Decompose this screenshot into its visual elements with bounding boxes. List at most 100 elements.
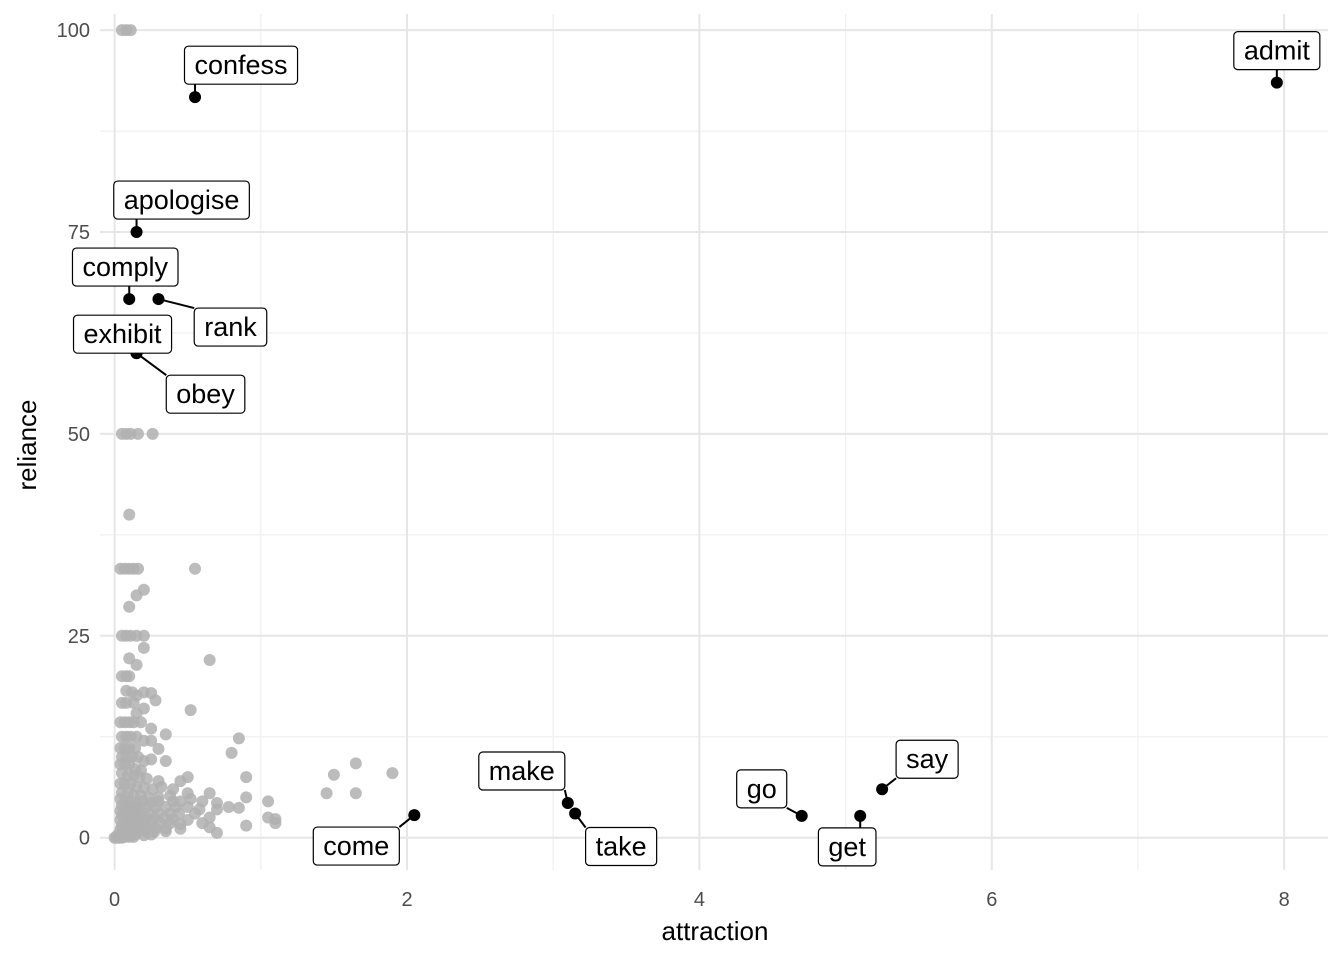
label-text: obey	[176, 379, 235, 409]
label-box	[584, 826, 658, 867]
label-leaders	[128, 69, 1278, 829]
background-point	[240, 819, 253, 832]
x-tick-label: 8	[1279, 889, 1290, 911]
background-point	[269, 817, 282, 830]
point-apologise	[130, 226, 143, 239]
point-say	[876, 783, 889, 796]
y-tick-label: 25	[68, 626, 90, 648]
background-point	[145, 753, 158, 766]
background-point	[149, 694, 162, 707]
point-take	[569, 807, 582, 820]
point-make	[561, 796, 574, 809]
point-go	[795, 809, 808, 822]
x-axis-title: attraction	[662, 916, 769, 946]
label-text: take	[596, 831, 647, 861]
background-point	[240, 791, 253, 804]
label-text: confess	[194, 50, 287, 80]
label-apologise: apologise	[113, 180, 250, 220]
background-point	[210, 826, 223, 839]
label-box	[312, 826, 400, 866]
point-labels: admit confess apologise comply rank exhibit ob…	[71, 31, 1321, 867]
background-point	[130, 589, 143, 602]
background-point	[203, 787, 216, 800]
background-point	[232, 732, 245, 745]
label-obey: obey	[165, 374, 246, 414]
background-point	[189, 562, 202, 575]
label-box	[895, 739, 959, 779]
background-point	[146, 427, 159, 440]
background-point	[320, 787, 333, 800]
background-point	[134, 716, 147, 729]
point-comply	[123, 293, 136, 306]
point-rank	[152, 293, 165, 306]
background-point	[349, 757, 362, 770]
background-point	[123, 600, 136, 613]
label-take: take	[584, 826, 658, 867]
label-admit: admit	[1233, 31, 1321, 71]
background-point	[123, 508, 136, 521]
label-box	[736, 769, 788, 809]
label-comply: comply	[71, 247, 179, 287]
label-text: apologise	[124, 185, 240, 215]
leader-line	[135, 352, 167, 376]
background-point	[232, 801, 245, 814]
point-admit	[1270, 76, 1283, 89]
background-point	[159, 754, 172, 767]
y-tick-label: 50	[68, 424, 90, 446]
background-point	[222, 801, 235, 814]
background-points	[108, 24, 399, 844]
y-tick-label: 75	[68, 222, 90, 244]
x-tick-label: 2	[401, 889, 412, 911]
label-box	[478, 751, 566, 791]
label-say: say	[895, 739, 959, 779]
background-point	[159, 728, 172, 741]
point-come	[408, 809, 421, 822]
label-box	[165, 374, 246, 414]
label-text: say	[906, 744, 949, 774]
label-box	[1233, 31, 1321, 71]
background-point	[262, 795, 275, 808]
background-point	[159, 825, 172, 838]
background-point	[203, 654, 216, 667]
background-point	[349, 787, 362, 800]
background-point	[181, 771, 194, 784]
highlighted-points	[123, 76, 1283, 822]
x-tick-label: 0	[109, 889, 120, 911]
label-text: exhibit	[84, 319, 163, 349]
label-rank: rank	[193, 307, 268, 347]
y-tick-label: 100	[57, 20, 90, 42]
label-box	[113, 180, 250, 220]
grid	[100, 14, 1328, 870]
y-tick-label: 0	[79, 828, 90, 850]
background-point	[123, 670, 136, 683]
background-point	[155, 780, 168, 793]
background-point	[210, 803, 223, 816]
background-point	[145, 722, 158, 735]
label-text: rank	[204, 312, 257, 342]
background-point	[174, 822, 187, 835]
label-make: make	[478, 751, 566, 791]
background-point	[127, 830, 140, 843]
label-box	[71, 247, 179, 287]
background-point	[137, 641, 150, 654]
point-get	[854, 809, 867, 822]
background-point	[130, 658, 143, 671]
label-text: make	[489, 756, 555, 786]
background-point	[152, 742, 165, 755]
background-point	[386, 767, 399, 780]
label-text: go	[747, 774, 777, 804]
background-point	[132, 427, 145, 440]
background-point	[124, 24, 137, 37]
label-come: come	[312, 826, 400, 866]
point-confess	[189, 91, 202, 104]
background-point	[240, 771, 253, 784]
label-text: come	[323, 831, 389, 861]
label-exhibit: exhibit	[72, 314, 173, 354]
background-point	[137, 629, 150, 642]
x-tick-label: 6	[986, 889, 997, 911]
background-point	[145, 828, 158, 841]
background-point	[127, 696, 140, 709]
label-go: go	[736, 769, 788, 809]
label-get: get	[817, 827, 877, 867]
